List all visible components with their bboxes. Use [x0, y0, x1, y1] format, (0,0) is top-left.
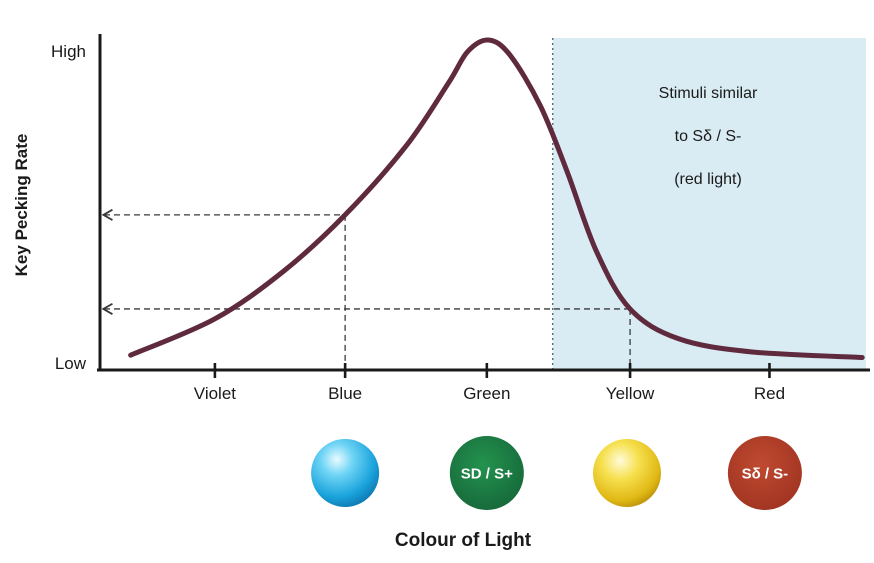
shaded-region-annotation: Stimuli similar to Sδ / S- (red light) [553, 72, 863, 201]
shaded-region-annotation-line-3: (red light) [674, 171, 742, 188]
shaded-region-annotation-line-2: to Sδ / S- [674, 128, 742, 145]
x-tick-label-green: Green [463, 384, 511, 403]
dashed-reference-lines [104, 215, 631, 370]
stimulus-circles: SD / S+ Sδ / S- [311, 436, 802, 510]
axes [97, 34, 870, 372]
x-tick-label-yellow: Yellow [605, 384, 655, 403]
y-axis-title: Key Pecking Rate [12, 133, 31, 277]
generalization-curve [128, 37, 865, 360]
stimulus-label-green: SD / S+ [461, 466, 513, 483]
stimulus-circle-yellow [593, 439, 662, 507]
shaded-region [552, 38, 866, 370]
x-axis-ticks [213, 363, 771, 378]
stimulus-circle-blue [311, 439, 380, 507]
x-tick-label-red: Red [753, 384, 786, 403]
y-axis-high-label: High [51, 42, 86, 61]
x-axis-title: Colour of Light [394, 530, 532, 551]
stimulus-circle-red [727, 436, 802, 510]
x-tick-label-blue: Blue [328, 384, 363, 403]
stimulus-label-red: Sδ / S- [742, 466, 789, 483]
y-axis-low-label: Low [54, 354, 86, 373]
stimulus-circle-green [449, 436, 524, 510]
x-tick-label-violet: Violet [193, 384, 236, 403]
shaded-region-annotation-line-1: Stimuli similar [658, 85, 758, 102]
